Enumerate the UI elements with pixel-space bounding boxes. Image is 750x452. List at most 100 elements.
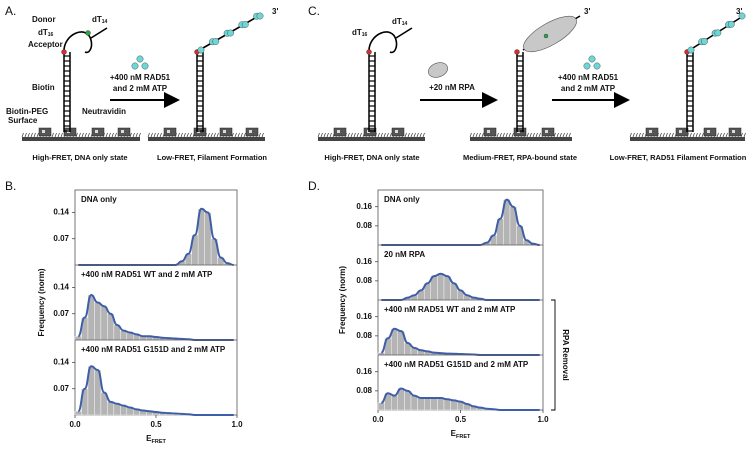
peg [55, 133, 57, 137]
neutravidin-spot [121, 130, 124, 133]
peg [241, 133, 243, 137]
dye [227, 30, 233, 36]
peg [509, 133, 511, 137]
peg [636, 133, 638, 137]
surface [318, 137, 425, 141]
peg [405, 133, 407, 137]
dye [142, 63, 148, 69]
series-label: 20 nM RPA [384, 250, 425, 259]
dye [132, 63, 138, 69]
dye [715, 30, 721, 36]
peg [238, 133, 240, 137]
end-label: 3' [584, 7, 590, 16]
state-caption: Low-FRET, Filament Formation [157, 153, 267, 162]
biotin-label: Biotin [32, 83, 55, 92]
histogram-bar [431, 398, 438, 410]
peg [34, 133, 36, 137]
y-tick-label: 0.07 [53, 234, 69, 243]
peg [560, 133, 562, 137]
dye [728, 21, 734, 27]
peg [420, 133, 422, 137]
y-tick-label: 0.14 [53, 208, 69, 217]
histogram-bar [411, 396, 418, 410]
histogram-bar [114, 404, 120, 415]
peg [378, 133, 380, 137]
peg [181, 133, 183, 137]
peg [324, 133, 326, 137]
peg [31, 133, 33, 137]
x-tick-label: 0.5 [150, 420, 162, 429]
peg [497, 133, 499, 137]
peg [330, 133, 332, 137]
state-caption: Medium-FRET, RPA-bound state [463, 153, 577, 162]
histogram-bar [444, 399, 451, 410]
neutravidin-spot [649, 130, 652, 133]
peg [717, 133, 719, 137]
rpa [426, 60, 450, 80]
peg [408, 133, 410, 137]
surface-label: Biotin-PEG [6, 107, 48, 116]
peg [106, 133, 108, 137]
peg [669, 133, 671, 137]
ssdna-overhang [396, 28, 412, 38]
dt16-label: dT16 [38, 28, 54, 38]
panel-label: B. [5, 179, 16, 193]
condition-label: +400 nM RAD51 [558, 73, 619, 82]
ssdna-overhang [91, 28, 107, 38]
state-caption: High-FRET, DNA only state [32, 153, 127, 162]
peg [28, 133, 30, 137]
peg [512, 133, 514, 137]
peg [348, 133, 350, 137]
bracket [551, 300, 555, 410]
x-tick-label: 0.0 [372, 415, 384, 424]
peg [723, 133, 725, 137]
condition-label: and 2 mM ATP [561, 84, 616, 93]
peg [52, 133, 54, 137]
dye [515, 50, 520, 55]
peg [58, 133, 60, 137]
peg [417, 133, 419, 137]
surface [470, 137, 572, 141]
peg [530, 133, 532, 137]
series-label: DNA only [81, 195, 117, 204]
dye [257, 13, 263, 19]
y-tick-label: 0.08 [356, 331, 372, 340]
x-axis-label: EFRET [451, 429, 471, 440]
dye [137, 56, 143, 62]
peg [357, 133, 359, 137]
end-label: 3' [736, 7, 742, 16]
peg [503, 133, 505, 137]
peg [109, 133, 111, 137]
neutravidin-spot [337, 130, 340, 133]
histogram-bar [437, 398, 444, 410]
dye [62, 50, 67, 55]
acceptor-label: Acceptor [28, 40, 63, 49]
x-tick-label: 1.0 [537, 415, 549, 424]
peg [569, 133, 571, 137]
x-axis-label-sub: FRET [456, 434, 471, 440]
histogram-bar [404, 391, 411, 410]
donor-label: Donor [32, 15, 56, 24]
neutravidin-spot [42, 130, 45, 133]
peg [133, 133, 135, 137]
dt-sub: 14 [102, 19, 108, 25]
peg [539, 133, 541, 137]
dt16-label: dT16 [352, 28, 368, 38]
peg [85, 133, 87, 137]
peg [663, 133, 665, 137]
peg [178, 133, 180, 137]
dt-sub: 14 [402, 21, 408, 27]
y-tick-label: 0.16 [356, 312, 372, 321]
bracket-label: RPA Removal [561, 329, 570, 381]
peg [187, 133, 189, 137]
dye [86, 31, 91, 36]
condition-label: +20 nM RPA [429, 83, 475, 92]
peg [157, 133, 159, 137]
peg [693, 133, 695, 137]
neutravidin-spot [95, 130, 98, 133]
peg [184, 133, 186, 137]
peg [411, 133, 413, 137]
peg [160, 133, 162, 137]
dye [213, 38, 219, 44]
